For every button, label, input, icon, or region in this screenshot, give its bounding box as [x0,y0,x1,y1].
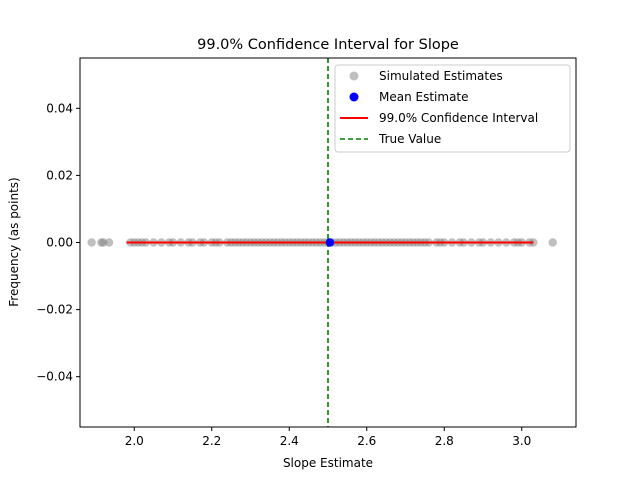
legend-marker [349,92,359,102]
x-tick-label: 3.0 [512,434,531,448]
simulated-estimate-point [87,238,96,247]
x-tick-label: 2.2 [202,434,221,448]
y-tick-label: 0.00 [46,236,73,250]
legend-label: True Value [378,132,441,146]
simulated-estimate-point [99,238,108,247]
legend-marker [349,71,359,81]
legend-box [334,64,571,153]
y-axis: −0.04 −0.02 0.00 0.02 0.04 [36,101,80,384]
x-axis-label: Slope Estimate [283,456,373,470]
y-tick-label: 0.02 [46,168,73,182]
y-tick-label: −0.02 [36,303,73,317]
legend-label: Mean Estimate [379,90,469,104]
x-tick-label: 2.8 [435,434,454,448]
mean-estimate-point [325,238,335,247]
y-tick-label: −0.04 [36,370,73,384]
legend: Simulated Estimates Mean Estimate 99.0% Co… [334,64,571,153]
plot-area [87,58,557,427]
simulated-estimate-point [104,238,114,247]
x-tick-label: 2.6 [357,434,376,448]
simulated-estimate-point [548,238,557,247]
x-tick-label: 2.4 [280,434,299,448]
y-tick-label: 0.04 [46,101,73,115]
chart-title: 99.0% Confidence Interval for Slope [197,37,459,53]
x-axis: 2.0 2.2 2.4 2.6 2.8 3.0 [125,427,531,448]
y-axis-label: Frequency (as points) [7,177,21,306]
legend-label: Simulated Estimates [379,69,503,83]
x-tick-label: 2.0 [125,434,144,448]
legend-label: 99.0% Confidence Interval [379,111,538,125]
